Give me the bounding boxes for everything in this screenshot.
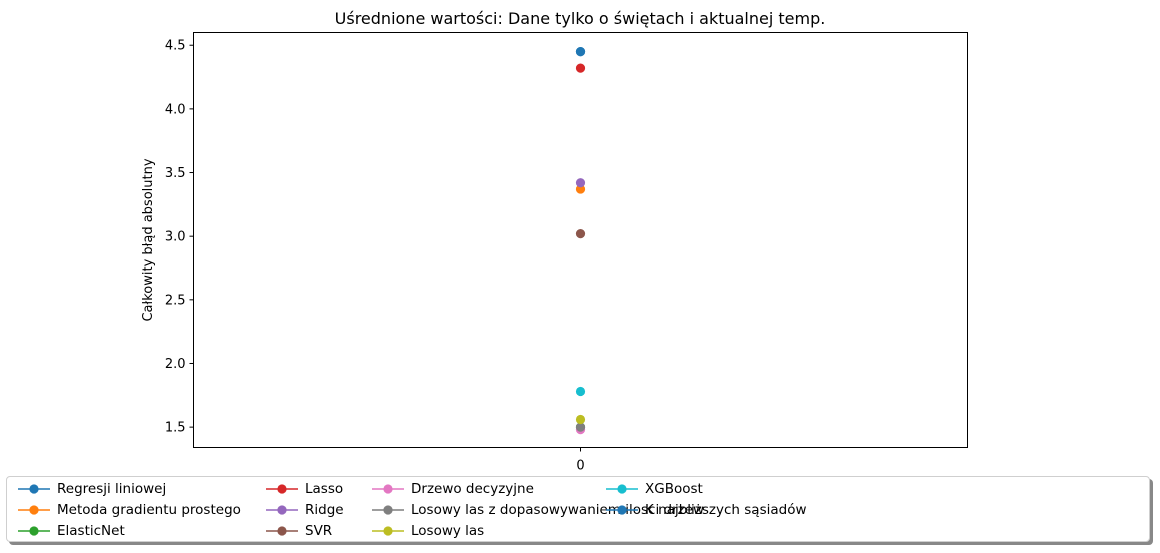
- legend-label: Lasso: [305, 481, 344, 497]
- legend-label: K najbliższych sąsiadów: [645, 502, 807, 518]
- legend-label: Drzewo decyzyjne: [411, 481, 534, 497]
- legend-marker: [266, 484, 298, 494]
- legend-label: Regresji liniowej: [57, 481, 167, 497]
- x-tick-label: 0: [576, 459, 584, 474]
- legend-marker: [18, 505, 50, 515]
- data-points: [575, 46, 586, 435]
- legend-marker: [606, 484, 638, 494]
- legend-item: Lasso: [265, 479, 343, 499]
- legend-marker: [606, 505, 638, 515]
- legend: Regresji liniowej Metoda gradientu proste…: [6, 476, 1150, 542]
- y-axis: 1.5 2.0 2.5 3.0 3.5 4.0 4.5: [165, 39, 194, 436]
- legend-marker: [266, 505, 298, 515]
- legend-label: ElasticNet: [57, 523, 125, 539]
- legend-marker: [18, 526, 50, 536]
- legend-item: Metoda gradientu prostego: [17, 500, 241, 520]
- legend-marker: [372, 505, 404, 515]
- legend-item: Drzewo decyzyjne: [371, 479, 534, 499]
- x-axis: 0: [576, 447, 585, 474]
- legend-label: XGBoost: [645, 481, 703, 497]
- legend-label: Losowy las: [411, 523, 485, 539]
- y-tick-label: 1.5: [165, 421, 186, 436]
- legend-item: ElasticNet: [17, 521, 125, 541]
- data-point: [575, 229, 586, 239]
- data-point: [575, 178, 586, 188]
- legend-item: Losowy las: [371, 521, 484, 541]
- legend-label: Metoda gradientu prostego: [57, 502, 241, 518]
- legend-label: Losowy las z dopasowywaniem ilosci drzew: [411, 502, 705, 518]
- data-point: [575, 63, 586, 73]
- legend-marker: [266, 526, 298, 536]
- y-tick-label: 2.5: [165, 293, 186, 308]
- legend-item: K najbliższych sąsiadów: [605, 500, 807, 520]
- chart-title: Uśrednione wartości: Dane tylko o święta…: [335, 9, 826, 28]
- data-point: [575, 386, 586, 397]
- legend-item: XGBoost: [605, 479, 703, 499]
- y-tick-label: 3.0: [165, 230, 186, 245]
- legend-label: Ridge: [305, 502, 344, 518]
- data-point: [575, 414, 586, 425]
- y-axis-label: Całkowity błąd absolutny: [141, 158, 156, 321]
- legend-item: SVR: [265, 521, 332, 541]
- legend-item: Ridge: [265, 500, 344, 520]
- data-point: [575, 422, 586, 432]
- y-tick-label: 4.5: [165, 39, 186, 54]
- legend-label: SVR: [305, 523, 333, 539]
- legend-marker: [372, 526, 404, 536]
- legend-marker: [372, 484, 404, 494]
- y-tick-label: 2.0: [165, 357, 186, 372]
- legend-item: Losowy las z dopasowywaniem ilosci drzew: [371, 500, 704, 520]
- legend-marker: [18, 484, 50, 494]
- y-tick-label: 4.0: [165, 102, 186, 117]
- data-point: [575, 184, 586, 194]
- plot-frame: [193, 32, 968, 448]
- legend-item: Regresji liniowej: [17, 479, 166, 499]
- data-point: [575, 46, 586, 57]
- y-tick-label: 3.5: [165, 166, 186, 181]
